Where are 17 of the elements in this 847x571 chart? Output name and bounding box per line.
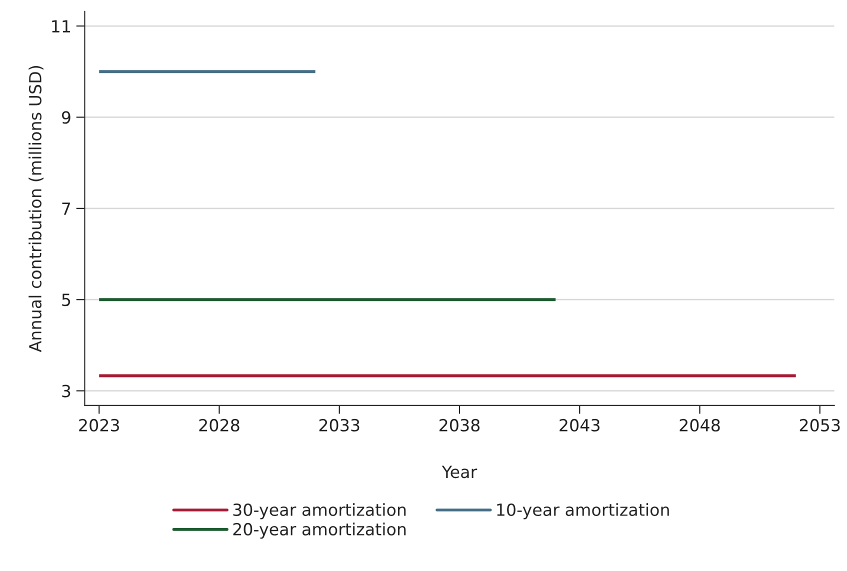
x-tick-label: 2038 — [440, 418, 480, 432]
x-axis-title: Year — [442, 466, 478, 478]
x-tick-label: 2048 — [680, 418, 720, 432]
y-tick-label: 3 — [62, 384, 70, 398]
legend-label: 30-year amortization — [233, 503, 406, 520]
y-tick-label: 9 — [62, 111, 70, 124]
legend-label: 10-year amortization — [497, 503, 669, 520]
y-axis-title: Annual contribution (millions USD) — [28, 66, 44, 352]
legend-label: 20-year amortization — [233, 522, 406, 539]
x-tick-label: 2033 — [319, 418, 360, 432]
x-tick-label: 2043 — [560, 418, 600, 432]
y-tick-label: 5 — [62, 294, 70, 306]
x-tick-label: 2053 — [800, 418, 840, 432]
y-tick-label: 7 — [62, 202, 70, 215]
x-tick-label: 2023 — [79, 418, 119, 432]
y-tick-label: 11 — [52, 20, 70, 32]
x-tick-label: 2028 — [199, 418, 240, 432]
